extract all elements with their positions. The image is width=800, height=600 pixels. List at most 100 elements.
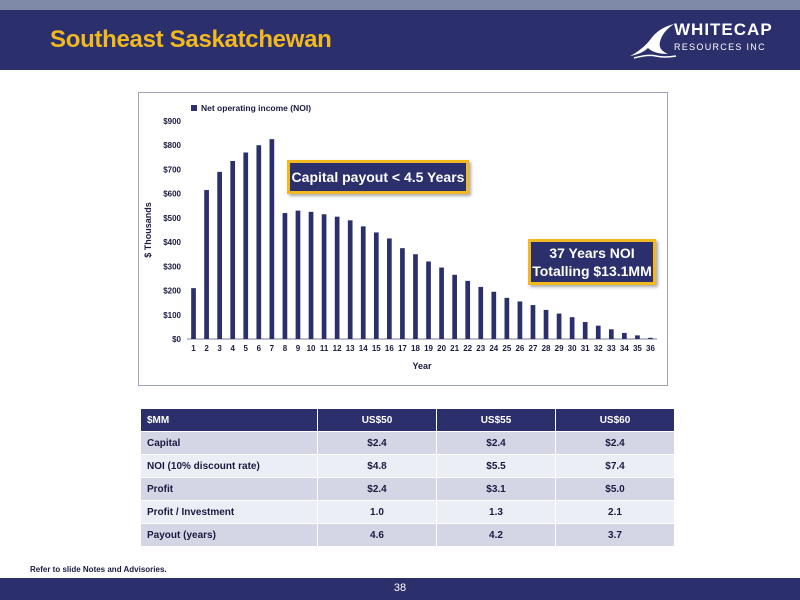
x-tick-label: 28 <box>542 344 551 353</box>
table-row: Capital $2.4 $2.4 $2.4 <box>140 431 675 455</box>
bar <box>465 280 471 339</box>
table-cell: $3.1 <box>436 477 556 501</box>
bar <box>504 297 510 339</box>
x-tick-label: 29 <box>555 344 564 353</box>
bar <box>230 160 236 339</box>
x-tick-label: 9 <box>296 344 301 353</box>
y-tick-label: $800 <box>163 141 181 150</box>
bar <box>608 329 614 339</box>
bar <box>478 286 484 339</box>
footnote: Refer to slide Notes and Advisories. <box>30 565 167 574</box>
bar <box>582 322 588 339</box>
table-cell: $2.4 <box>555 431 675 455</box>
table-cell: $5.5 <box>436 454 556 478</box>
x-tick-label: 4 <box>230 344 235 353</box>
logo-text-secondary: RESOURCES INC <box>674 42 766 52</box>
y-tick-label: $300 <box>163 262 181 271</box>
x-tick-label: 18 <box>411 344 420 353</box>
x-tick-label: 8 <box>283 344 288 353</box>
bar <box>334 216 340 339</box>
bar <box>413 254 418 339</box>
bar <box>648 337 653 339</box>
x-tick-label: 24 <box>489 344 498 353</box>
table-cell: 4.2 <box>436 523 556 547</box>
table-cell: $7.4 <box>555 454 675 478</box>
y-tick-label: $200 <box>163 287 181 296</box>
y-tick-label: $0 <box>172 335 181 344</box>
legend-swatch <box>191 105 197 111</box>
y-tick-label: $500 <box>163 214 181 223</box>
x-tick-label: 5 <box>244 344 249 353</box>
table-header-row: $MM US$50 US$55 US$60 <box>140 408 675 432</box>
table-cell: $5.0 <box>555 477 675 501</box>
table-header-cell: $MM <box>140 408 318 432</box>
bar <box>217 171 222 339</box>
y-axis-title: $ Thousands <box>143 202 153 258</box>
bar <box>491 291 497 339</box>
x-tick-label: 3 <box>217 344 222 353</box>
x-tick-label: 33 <box>607 344 616 353</box>
bar <box>243 152 249 339</box>
table-row: Profit $2.4 $3.1 $5.0 <box>140 477 675 501</box>
x-tick-label: 6 <box>257 344 262 353</box>
legend-label: Net operating income (NOI) <box>201 103 311 113</box>
x-tick-label: 31 <box>581 344 590 353</box>
x-tick-label: 10 <box>307 344 316 353</box>
bar <box>452 274 457 339</box>
table-cell: $2.4 <box>317 431 437 455</box>
bar <box>373 232 379 339</box>
payout-callout: Capital payout < 4.5 Years <box>287 160 469 194</box>
x-tick-label: 11 <box>320 344 329 353</box>
bar <box>321 214 327 339</box>
x-tick-label: 7 <box>270 344 275 353</box>
bar <box>360 226 366 339</box>
noi-callout-line1: 37 Years NOI <box>549 245 635 261</box>
bar <box>635 335 640 339</box>
y-tick-label: $400 <box>163 238 181 247</box>
table-cell: Profit <box>140 477 318 501</box>
bar <box>595 325 601 339</box>
top-strip <box>0 0 800 10</box>
x-tick-label: 20 <box>437 344 446 353</box>
table-cell: $2.4 <box>317 477 437 501</box>
x-tick-label: 30 <box>568 344 577 353</box>
bar <box>622 332 627 339</box>
x-tick-label: 12 <box>333 344 342 353</box>
economics-table: $MM US$50 US$55 US$60 Capital $2.4 $2.4 … <box>140 408 675 547</box>
header-bar <box>0 10 800 70</box>
table-cell: Profit / Investment <box>140 500 318 524</box>
x-tick-label: 15 <box>372 344 381 353</box>
table-row: NOI (10% discount rate) $4.8 $5.5 $7.4 <box>140 454 675 478</box>
table-cell: 3.7 <box>555 523 675 547</box>
x-tick-label: 23 <box>476 344 485 353</box>
x-tick-label: 32 <box>594 344 603 353</box>
table-cell: 1.3 <box>436 500 556 524</box>
x-tick-label: 34 <box>620 344 629 353</box>
bar <box>191 288 196 339</box>
x-tick-label: 17 <box>398 344 407 353</box>
y-tick-label: $900 <box>163 117 181 126</box>
table-cell: 2.1 <box>555 500 675 524</box>
x-tick-label: 16 <box>385 344 394 353</box>
bar <box>569 317 575 339</box>
table-header-cell: US$50 <box>317 408 437 432</box>
company-logo: WHITECAP RESOURCES INC <box>628 12 788 68</box>
table-header-cell: US$60 <box>555 408 675 432</box>
table-header-cell: US$55 <box>436 408 556 432</box>
bar <box>530 305 536 339</box>
bar <box>517 301 523 339</box>
x-tick-label: 27 <box>529 344 538 353</box>
y-tick-label: $100 <box>163 311 181 320</box>
table-cell: NOI (10% discount rate) <box>140 454 318 478</box>
noi-callout-line2: Totalling $13.1MM <box>532 263 652 279</box>
table-row: Profit / Investment 1.0 1.3 2.1 <box>140 500 675 524</box>
bar <box>543 309 549 339</box>
y-tick-label: $600 <box>163 190 181 199</box>
table-cell: Payout (years) <box>140 523 318 547</box>
x-tick-label: 36 <box>646 344 655 353</box>
footer-bar: 38 <box>0 578 800 600</box>
bar <box>295 210 301 339</box>
bar <box>400 248 405 339</box>
page-title: Southeast Saskatchewan <box>50 26 332 53</box>
y-tick-label: $700 <box>163 165 181 174</box>
